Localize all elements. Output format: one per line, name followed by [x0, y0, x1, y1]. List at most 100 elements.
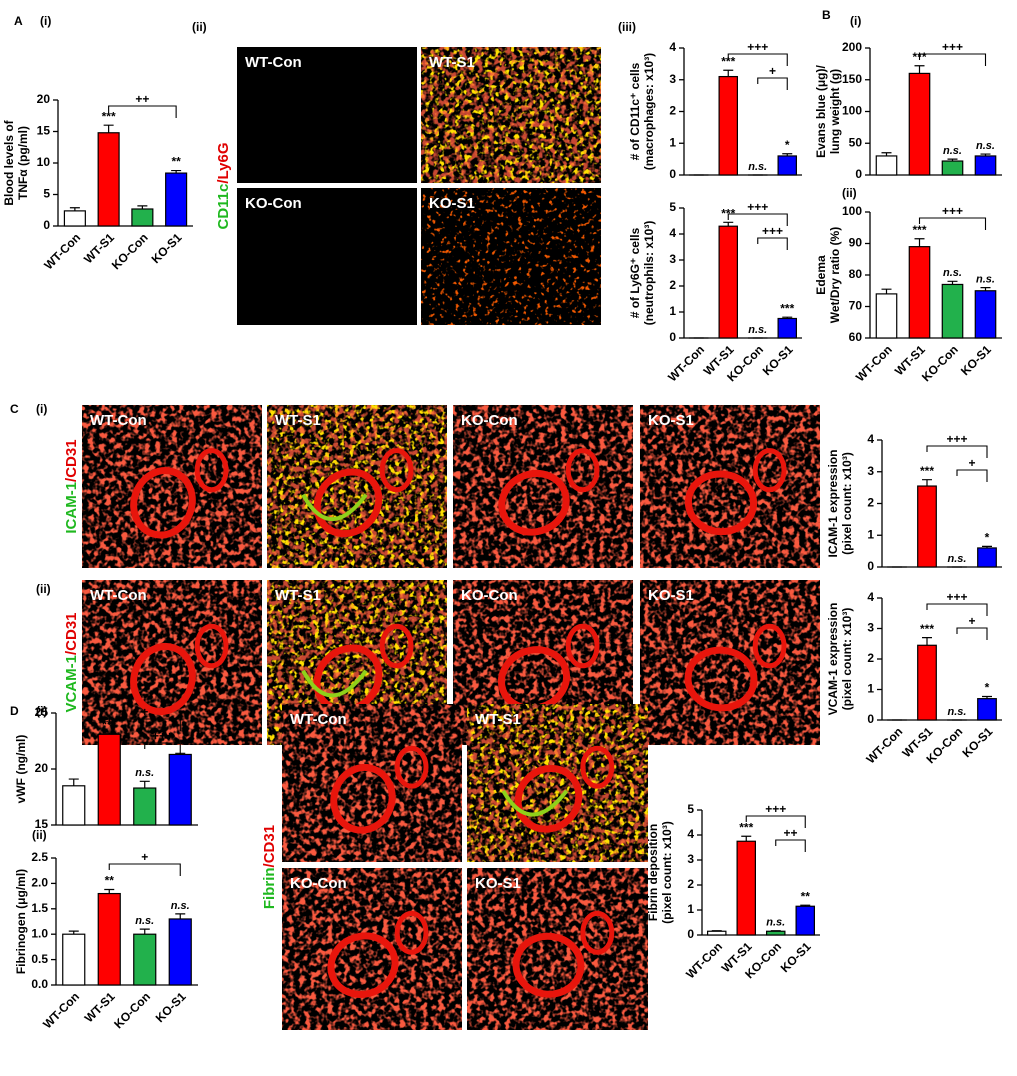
bar [165, 172, 188, 227]
bar [131, 208, 154, 227]
image-texture [282, 704, 462, 862]
y-axis-label: # of CD11c⁺ cells [628, 62, 642, 160]
panel-label: B [822, 8, 831, 22]
bar [875, 155, 898, 176]
bracket [108, 863, 181, 876]
tile-label: KO-Con [290, 875, 347, 892]
y-tick-label: 60 [849, 330, 863, 344]
y-tick-label: 80 [849, 267, 863, 281]
stain-label: CD11c/Ly6G [215, 142, 232, 229]
y-tick-label: 3 [669, 252, 676, 266]
error-bar [947, 158, 958, 162]
x-tick-label: KO-S1 [149, 230, 185, 266]
x-tick-label: WT-Con [40, 989, 82, 1031]
significance: *** [920, 464, 934, 478]
error-bar [171, 169, 182, 174]
panel-label: (ii) [842, 186, 857, 200]
significance: n.s. [766, 917, 785, 929]
image-texture [267, 405, 447, 568]
vessel [565, 448, 600, 493]
tile-label: KO-S1 [648, 412, 694, 429]
bar [977, 547, 997, 568]
bar [777, 155, 797, 176]
x-tick-label: KO-S1 [778, 939, 814, 975]
bracket [757, 77, 788, 90]
y-tick-label: 1 [867, 527, 874, 541]
vessel [512, 932, 585, 998]
tile-label: KO-S1 [475, 875, 521, 892]
y-tick-label: 1 [687, 902, 694, 916]
image-texture [640, 405, 820, 568]
vessel [327, 932, 399, 998]
error-bar [982, 545, 992, 548]
error-bar [914, 65, 925, 74]
bracket-label: + [968, 456, 975, 470]
vessel [514, 764, 583, 833]
x-tick-label: WT-Con [665, 342, 707, 384]
y-tick-label: 0 [669, 167, 676, 181]
significance: *** [912, 223, 926, 237]
error-bar [881, 152, 892, 156]
stain-part: Fibrin [261, 867, 278, 909]
significance: ** [105, 874, 115, 888]
x-tick-label: KO-Con [111, 989, 153, 1031]
significance: n.s. [943, 267, 962, 279]
error-bar [175, 913, 186, 919]
y-axis-label: vWF (ng/ml) [14, 735, 28, 804]
bracket-label: +++ [152, 729, 173, 743]
significance: n.s. [135, 915, 154, 927]
y-axis-label: lung weight (g) [828, 69, 842, 154]
y-tick-label: 90 [849, 236, 863, 250]
vessel [194, 448, 229, 493]
y-tick-label: 4 [669, 226, 676, 240]
stain-part: ICAM-1 [63, 482, 80, 534]
vessel [684, 646, 758, 712]
bar [168, 918, 192, 986]
error-bar [980, 287, 991, 291]
y-tick-label: 4 [687, 827, 694, 841]
x-tick-label: WT-Con [853, 342, 895, 384]
bar [168, 753, 192, 826]
bar [707, 930, 727, 936]
bracket [918, 53, 987, 66]
significance: n.s. [135, 767, 154, 779]
vessel [130, 467, 196, 539]
y-tick-label: 20 [35, 761, 49, 775]
image-texture [467, 704, 648, 862]
tile-label: KO-Con [245, 195, 302, 212]
y-tick-label: 5 [687, 802, 694, 816]
error-bar [711, 930, 722, 932]
y-tick-label: 25 [35, 705, 49, 719]
vessel [313, 644, 383, 714]
error-bar [914, 238, 925, 247]
tile-label: WT-S1 [429, 54, 475, 71]
significance: * [985, 531, 990, 545]
panel-label: (i) [36, 704, 47, 718]
bar [718, 225, 738, 339]
vessel [394, 910, 429, 955]
error-bar [922, 637, 932, 646]
y-axis-label: (pixel count: x10³) [660, 821, 674, 924]
bracket-label: +++ [747, 200, 768, 214]
stain-label: ICAM-1/CD31 [63, 439, 80, 533]
error-bar [137, 205, 148, 209]
bar [917, 485, 937, 568]
bar [908, 72, 931, 176]
vessel [379, 623, 414, 669]
bracket [144, 742, 181, 755]
tile-label: KO-Con [461, 412, 518, 429]
stain-part: /CD31 [63, 439, 80, 482]
y-tick-label: 0 [867, 559, 874, 573]
vessel [752, 448, 787, 493]
y-tick-label: 2 [867, 496, 874, 510]
error-bar [922, 479, 932, 487]
panel-label: C [10, 402, 19, 416]
y-tick-label: 1 [669, 135, 676, 149]
bar [736, 840, 756, 936]
significance: *** [780, 301, 794, 315]
y-axis-label: (macrophages: x10³) [642, 53, 656, 170]
stain-part: CD11c [215, 184, 232, 230]
y-tick-label: 100 [842, 204, 862, 218]
bar [133, 787, 157, 826]
x-tick-label: WT-Con [41, 230, 83, 272]
